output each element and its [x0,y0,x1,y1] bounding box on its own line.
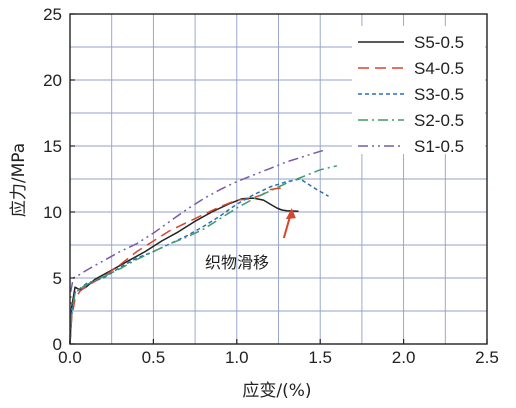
x-tick-label: 2.0 [392,348,416,367]
legend-label-s4-0.5: S4-0.5 [414,59,464,78]
y-tick-label: 20 [43,71,62,90]
legend-label-s2-0.5: S2-0.5 [414,111,464,130]
legend-label-s3-0.5: S3-0.5 [414,85,464,104]
grid-lines [70,14,487,344]
series-lines [69,149,338,345]
annotation-fabric-slip: 织物滑移 [205,253,269,272]
x-tick-label: 0.0 [58,348,82,367]
series-line-s1-0.5 [69,149,326,345]
x-tick-label: 0.5 [142,348,166,367]
legend-label-s1-0.5: S1-0.5 [414,137,464,156]
legend-background [352,26,485,154]
y-tick-label: 10 [43,203,62,222]
axis-ticks: 0.0 0.5 1.0 1.5 2.0 2.5 0 5 10 15 20 25 [43,5,499,367]
series-line-s3-0.5 [69,178,329,345]
y-axis-label: 应力/MPa [9,143,29,217]
annotation-arrow [282,208,296,239]
x-tick-label: 1.5 [308,348,332,367]
y-tick-label: 5 [53,269,62,288]
y-tick-label: 15 [43,137,62,156]
series-line-s2-0.5 [69,165,338,345]
plot-frame [69,13,488,345]
y-tick-label: 25 [43,5,62,24]
x-tick-label: 2.5 [475,348,499,367]
annotation-arrow-head [285,208,296,220]
legend-label-s5-0.5: S5-0.5 [414,33,464,52]
legend: S5-0.5 S4-0.5 S3-0.5 S2-0.5 S1-0.5 [352,26,485,156]
x-tick-label: 1.0 [225,348,249,367]
x-axis-label: 应变/(%) [242,381,311,401]
y-tick-label: 0 [53,335,62,354]
